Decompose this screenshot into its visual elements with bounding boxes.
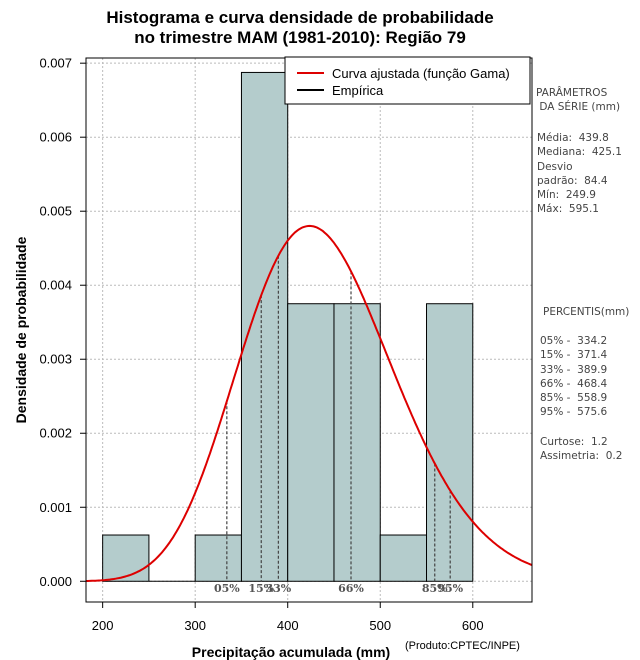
histogram-bar (333, 303, 381, 582)
params-values: Média: 439.8 Mediana: 425.1 Desvio padrã… (537, 132, 622, 216)
x-tick-label: 300 (184, 618, 206, 633)
histogram-bar (240, 71, 289, 582)
shape-stats: Curtose: 1.2 Assimetria: 0.2 (540, 436, 623, 463)
percentile-label: 66% (338, 582, 364, 595)
histogram-bar (194, 534, 242, 582)
x-tick-label: 200 (92, 618, 114, 633)
y-tick-label: 0.003 (39, 352, 72, 367)
percentile-label: 95% (437, 582, 463, 595)
percentile-label: 15% (248, 582, 274, 595)
percentile-label: 33% (265, 582, 291, 595)
title-line-2: no trimestre MAM (1981-2010): Região 79 (134, 28, 466, 47)
credit-text: (Produto:CPTEC/INPE) (405, 640, 520, 652)
x-tick-label: 600 (462, 618, 484, 633)
histogram-bar (426, 303, 474, 582)
legend-box (284, 56, 531, 105)
y-axis: 0.000 0.001 0.002 0.003 0.004 0.005 0.006 0.007 (39, 56, 86, 589)
percentile-label: 05% (214, 582, 240, 595)
y-tick-label: 0.002 (39, 426, 72, 441)
histogram-bar (379, 534, 428, 582)
percentis-values: 05% - 334.2 15% - 371.4 33% - 389.9 66% … (540, 335, 608, 419)
y-tick-label: 0.004 (39, 278, 72, 293)
y-tick-label: 0.006 (39, 130, 72, 145)
legend-label-empirical: Empírica (332, 83, 384, 98)
histogram-bars (102, 71, 474, 582)
x-tick-label: 500 (369, 618, 391, 633)
histogram-bar (287, 303, 335, 582)
x-axis: 200 300 400 500 600 (92, 602, 484, 633)
y-tick-label: 0.007 (39, 56, 72, 71)
y-tick-label: 0.005 (39, 204, 72, 219)
percentile-markers: 05% 15%33% 66% 85%95% (214, 255, 464, 595)
y-tick-label: 0.000 (39, 574, 72, 589)
y-axis-label: Densidade de probabilidade (13, 236, 29, 423)
x-tick-label: 400 (277, 618, 299, 633)
x-axis-label: Precipitação acumulada (mm) (192, 644, 390, 660)
legend: Curva ajustada (função Gama) Empírica (284, 56, 531, 105)
chart-title: Histograma e curva densidade de probabil… (0, 8, 600, 48)
title-line-1: Histograma e curva densidade de probabil… (106, 8, 494, 27)
percentis-title: PERCENTIS(mm) (543, 306, 630, 318)
params-title: PARÂMETROS DA SÉRIE (mm) (536, 87, 621, 114)
gamma-curve (86, 224, 533, 582)
percentile-label: 85% (422, 582, 448, 595)
histogram-bar (102, 534, 150, 582)
y-tick-label: 0.001 (39, 500, 72, 515)
legend-label-gamma: Curva ajustada (função Gama) (332, 66, 510, 81)
